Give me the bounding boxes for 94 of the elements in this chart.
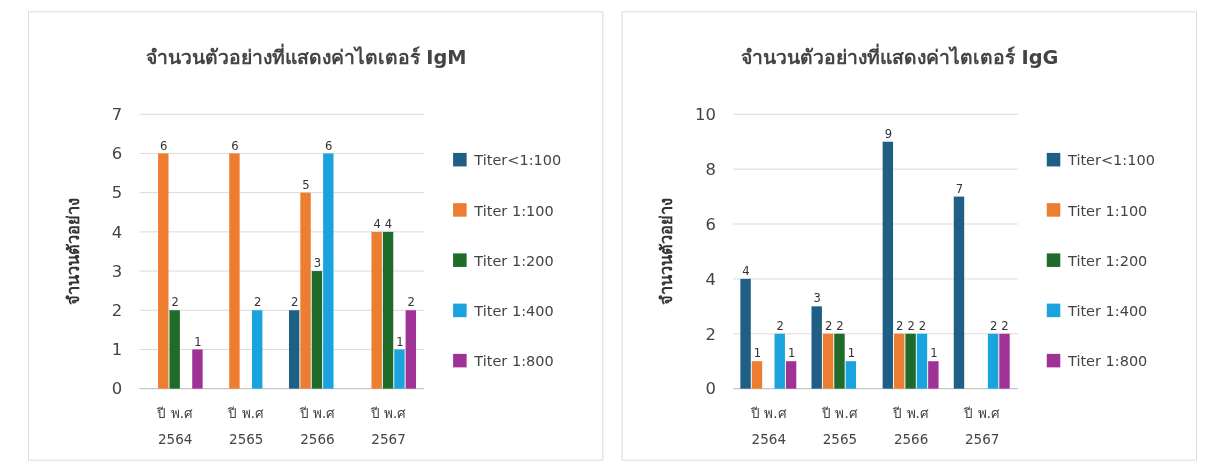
bar [916, 333, 928, 389]
legend-label: Titer<1:100 [1067, 152, 1155, 169]
bar [394, 349, 405, 389]
y-tick-label: 0 [111, 379, 123, 399]
data-label: 2 [989, 318, 998, 333]
bar [928, 361, 939, 389]
bar [323, 153, 334, 389]
x-tick-label: ปี พ.ศ 2564 [750, 404, 787, 447]
data-label: 6 [160, 138, 168, 153]
data-label: 2 [1001, 318, 1009, 333]
x-tick-label: ปี พ.ศ 2567 [963, 404, 1001, 447]
y-tick-label: 3 [111, 261, 123, 281]
data-label: 1 [787, 346, 796, 361]
bar [785, 361, 797, 389]
legend-label: Titer 1:400 [1067, 303, 1148, 320]
x-tick-label: ปี พ.ศ 2567 [369, 404, 407, 447]
x-tick-label: ปี พ.ศ 2566 [298, 404, 336, 447]
data-label: 2 [407, 295, 415, 310]
bar [999, 333, 1010, 389]
data-label: 4 [742, 264, 750, 279]
bar [229, 153, 240, 389]
bar [882, 141, 894, 389]
bar [845, 361, 857, 389]
bar [382, 231, 394, 389]
y-tick-label: 5 [111, 183, 123, 203]
data-label: 2 [896, 318, 904, 333]
y-tick-label: 0 [705, 379, 716, 399]
y-tick-label: 7 [111, 105, 123, 125]
bar [774, 333, 785, 389]
x-tick-label: ปี พ.ศ 2564 [156, 404, 193, 447]
y-tick-label: 4 [111, 222, 123, 242]
y-axis-title: จำนวนตัวอย่าง [63, 197, 83, 305]
y-tick-label: 8 [705, 159, 716, 179]
data-label: 2 [290, 295, 299, 310]
bar [905, 333, 916, 389]
bar [251, 310, 263, 389]
bar [953, 196, 965, 389]
y-tick-label: 6 [111, 144, 123, 164]
legend-label: Titer 1:100 [1067, 202, 1148, 219]
data-label: 6 [325, 138, 333, 153]
data-label: 1 [930, 346, 938, 361]
bar [894, 333, 905, 389]
data-label: 9 [884, 126, 893, 141]
data-label: 3 [313, 256, 322, 271]
data-label: 2 [836, 318, 844, 333]
data-label: 4 [373, 217, 381, 231]
data-label: 4 [384, 217, 393, 231]
x-tick-label: ปี พ.ศ 2566 [892, 404, 929, 447]
bar [300, 192, 311, 389]
x-tick-label: ปี พ.ศ 2565 [821, 404, 858, 447]
data-label: 2 [776, 318, 784, 333]
chart-title: จำนวนตัวอย่างที่แสดงค่าไตเตอร์ IgM [145, 43, 467, 70]
data-label: 5 [302, 177, 310, 192]
bar [371, 231, 382, 389]
data-label: 2 [824, 318, 833, 333]
y-tick-label: 2 [705, 324, 716, 344]
data-label: 2 [253, 295, 262, 310]
legend-label: Titer 1:800 [473, 353, 554, 370]
data-label: 2 [907, 318, 915, 333]
bar [751, 361, 763, 389]
bar [822, 333, 834, 389]
bar [740, 278, 751, 389]
bar [987, 333, 999, 389]
bar [811, 306, 822, 389]
data-label: 1 [847, 346, 856, 361]
legend-label: Titer 1:100 [473, 202, 554, 219]
data-label: 3 [813, 291, 821, 306]
data-label: 2 [918, 318, 927, 333]
data-label: 1 [753, 346, 762, 361]
legend-label: Titer 1:800 [1067, 353, 1148, 370]
bar [158, 153, 169, 389]
y-tick-label: 6 [705, 214, 716, 234]
data-label: 1 [194, 334, 202, 349]
bar [169, 310, 180, 389]
y-tick-label: 1 [111, 340, 123, 360]
legend-label: Titer 1:400 [473, 303, 554, 320]
legend-label: Titer<1:100 [473, 152, 562, 169]
data-label: 1 [396, 334, 404, 349]
y-axis-title: จำนวนตัวอย่าง [657, 197, 677, 305]
chart-title: จำนวนตัวอย่างที่แสดงค่าไตเตอร์ IgG [740, 43, 1059, 70]
y-tick-label: 10 [694, 105, 716, 125]
bar [405, 310, 417, 389]
y-tick-label: 4 [705, 269, 716, 289]
legend-label: Titer 1:200 [473, 252, 554, 269]
data-label: 6 [231, 138, 239, 153]
y-tick-label: 2 [111, 301, 123, 321]
x-tick-label: ปี พ.ศ 2565 [227, 404, 265, 447]
data-label: 7 [955, 181, 964, 196]
data-label: 2 [171, 295, 179, 310]
bar [192, 349, 203, 389]
bar [834, 333, 845, 389]
bar [311, 271, 323, 389]
legend-label: Titer 1:200 [1067, 252, 1148, 269]
bar [288, 310, 300, 389]
